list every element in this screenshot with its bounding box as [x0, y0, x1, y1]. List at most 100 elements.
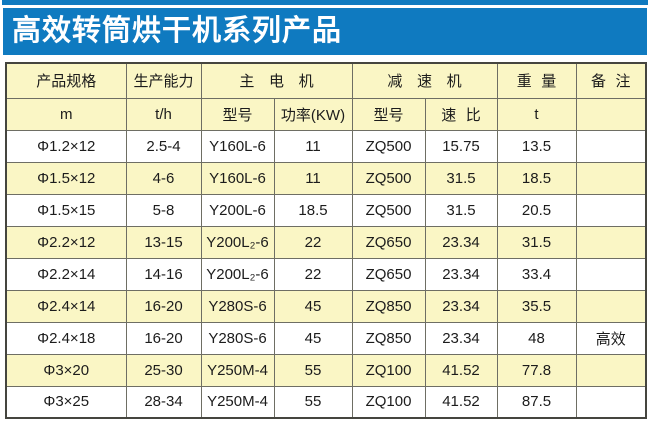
capacity-cell: 13-15 [125, 225, 202, 259]
header-weight: 重 量 [496, 62, 577, 99]
weight-cell: 20.5 [496, 193, 577, 227]
remark-cell [575, 225, 647, 259]
reducer-model-cell: ZQ500 [351, 161, 426, 195]
motor-power-cell: 11 [273, 161, 353, 195]
weight-cell: 13.5 [496, 129, 577, 163]
spec-cell: Φ3×25 [5, 385, 127, 419]
weight-cell: 18.5 [496, 161, 577, 195]
subheader-motor-power: 功率(KW) [273, 97, 353, 131]
capacity-cell: 16-20 [125, 289, 202, 323]
header-capacity: 生产能力 [125, 62, 202, 99]
spec-cell: Φ1.2×12 [5, 129, 127, 163]
remark-cell [575, 353, 647, 387]
capacity-cell: 16-20 [125, 321, 202, 355]
capacity-cell: 28-34 [125, 385, 202, 419]
motor-model-cell: Y280S-6 [200, 289, 275, 323]
remark-cell [575, 193, 647, 227]
motor-model-cell: Y200L-6 [200, 193, 275, 227]
table-row: Φ2.4×18 16-20 Y280S-6 45 ZQ850 23.34 48 … [5, 321, 647, 355]
remark-cell [575, 257, 647, 291]
spec-cell: Φ2.4×18 [5, 321, 127, 355]
table-row: Φ2.4×14 16-20 Y280S-6 45 ZQ850 23.34 35.… [5, 289, 647, 323]
motor-power-cell: 11 [273, 129, 353, 163]
remark-cell: 高效 [575, 321, 647, 355]
motor-power-cell: 55 [273, 353, 353, 387]
motor-power-cell: 45 [273, 321, 353, 355]
reducer-model-cell: ZQ500 [351, 193, 426, 227]
reducer-model-cell: ZQ100 [351, 353, 426, 387]
weight-cell: 31.5 [496, 225, 577, 259]
capacity-cell: 14-16 [125, 257, 202, 291]
motor-model-cell: Y250M-4 [200, 385, 275, 419]
reducer-model-cell: ZQ850 [351, 289, 426, 323]
table-row: Φ3×25 28-34 Y250M-4 55 ZQ100 41.52 87.5 [5, 385, 647, 419]
motor-model-cell: Y280S-6 [200, 321, 275, 355]
ratio-cell: 23.34 [424, 321, 498, 355]
table-row: Φ1.5×12 4-6 Y160L-6 11 ZQ500 31.5 18.5 [5, 161, 647, 195]
motor-model-cell: Y200L₂-6 [200, 225, 275, 259]
spec-cell: Φ2.2×14 [5, 257, 127, 291]
reducer-model-cell: ZQ100 [351, 385, 426, 419]
unit-weight: t [496, 97, 577, 131]
unit-spec: m [5, 97, 127, 131]
reducer-model-cell: ZQ850 [351, 321, 426, 355]
weight-cell: 35.5 [496, 289, 577, 323]
ratio-cell: 41.52 [424, 385, 498, 419]
motor-power-cell: 18.5 [273, 193, 353, 227]
table-row: Φ2.2×12 13-15 Y200L₂-6 22 ZQ650 23.34 31… [5, 225, 647, 259]
subheader-remark [575, 97, 647, 131]
motor-model-cell: Y200L₂-6 [200, 257, 275, 291]
header-row-groups: 产品规格 生产能力 主 电 机 减 速 机 重 量 备 注 [5, 62, 647, 99]
top-accent-strip [2, 0, 648, 5]
subheader-reducer-model: 型号 [351, 97, 426, 131]
remark-cell [575, 289, 647, 323]
motor-power-cell: 55 [273, 385, 353, 419]
capacity-cell: 4-6 [125, 161, 202, 195]
spec-cell: Φ3×20 [5, 353, 127, 387]
ratio-cell: 23.34 [424, 225, 498, 259]
ratio-cell: 15.75 [424, 129, 498, 163]
motor-model-cell: Y250M-4 [200, 353, 275, 387]
remark-cell [575, 161, 647, 195]
remark-cell [575, 385, 647, 419]
table-row: Φ3×20 25-30 Y250M-4 55 ZQ100 41.52 77.8 [5, 353, 647, 387]
reducer-model-cell: ZQ500 [351, 129, 426, 163]
title-bar: 高效转筒烘干机系列产品 [3, 8, 647, 55]
reducer-model-cell: ZQ650 [351, 257, 426, 291]
product-spec-table: 产品规格 生产能力 主 电 机 减 速 机 重 量 备 注 m t/h 型号 功… [5, 62, 647, 419]
motor-power-cell: 22 [273, 225, 353, 259]
spec-cell: Φ2.4×14 [5, 289, 127, 323]
ratio-cell: 23.34 [424, 289, 498, 323]
header-reducer: 减 速 机 [351, 62, 498, 99]
motor-power-cell: 22 [273, 257, 353, 291]
capacity-cell: 2.5-4 [125, 129, 202, 163]
weight-cell: 48 [496, 321, 577, 355]
header-spec: 产品规格 [5, 62, 127, 99]
motor-model-cell: Y160L-6 [200, 129, 275, 163]
motor-model-cell: Y160L-6 [200, 161, 275, 195]
spec-cell: Φ1.5×15 [5, 193, 127, 227]
motor-power-cell: 45 [273, 289, 353, 323]
ratio-cell: 41.52 [424, 353, 498, 387]
spec-cell: Φ1.5×12 [5, 161, 127, 195]
header-row-units: m t/h 型号 功率(KW) 型号 速 比 t [5, 97, 647, 131]
capacity-cell: 25-30 [125, 353, 202, 387]
table-row: Φ1.5×15 5-8 Y200L-6 18.5 ZQ500 31.5 20.5 [5, 193, 647, 227]
table-row: Φ2.2×14 14-16 Y200L₂-6 22 ZQ650 23.34 33… [5, 257, 647, 291]
subheader-reducer-ratio: 速 比 [424, 97, 498, 131]
ratio-cell: 31.5 [424, 193, 498, 227]
weight-cell: 33.4 [496, 257, 577, 291]
page-title: 高效转筒烘干机系列产品 [12, 15, 343, 47]
header-remark: 备 注 [575, 62, 647, 99]
ratio-cell: 31.5 [424, 161, 498, 195]
unit-capacity: t/h [125, 97, 202, 131]
ratio-cell: 23.34 [424, 257, 498, 291]
capacity-cell: 5-8 [125, 193, 202, 227]
table-row: Φ1.2×12 2.5-4 Y160L-6 11 ZQ500 15.75 13.… [5, 129, 647, 163]
subheader-motor-model: 型号 [200, 97, 275, 131]
header-main-motor: 主 电 机 [200, 62, 353, 99]
reducer-model-cell: ZQ650 [351, 225, 426, 259]
weight-cell: 87.5 [496, 385, 577, 419]
spec-cell: Φ2.2×12 [5, 225, 127, 259]
